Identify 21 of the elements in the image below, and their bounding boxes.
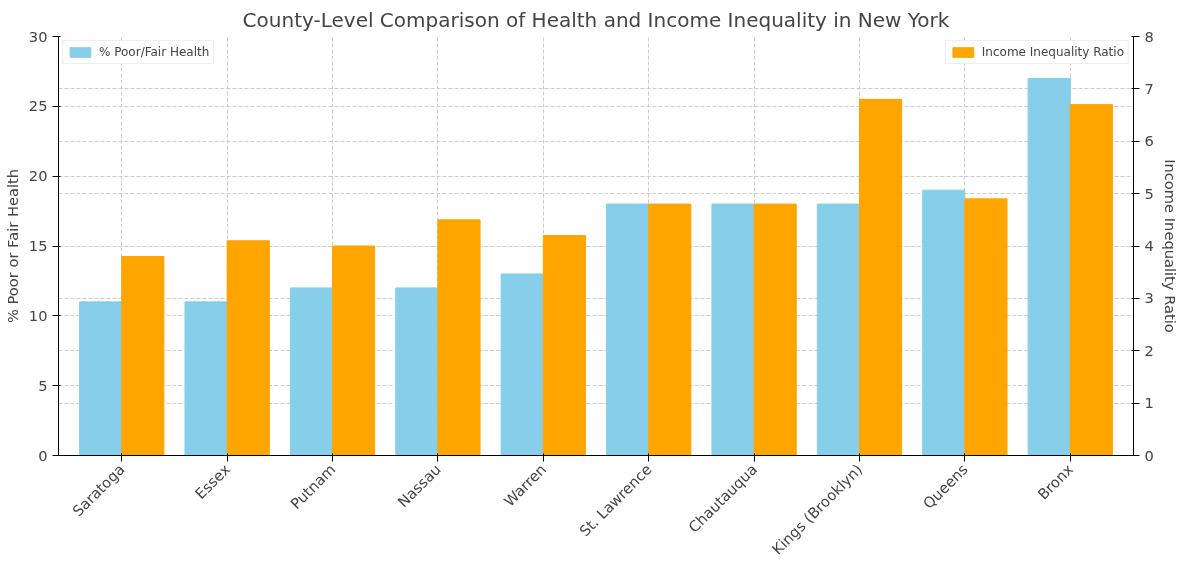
y-axis-title: % Poor or Fair Health	[3, 168, 21, 324]
y2-tick-label: 1	[1144, 394, 1154, 412]
y2-tick-label: 4	[1144, 237, 1154, 254]
y2-tick-label: 2	[1144, 341, 1154, 359]
legend-label: % Poor/Fair Health	[99, 45, 210, 59]
y-tick-label: 5	[38, 376, 48, 394]
y2-tick-label: 5	[1144, 184, 1154, 202]
y2-tick-label: 0	[1144, 446, 1154, 464]
y2-tick-label: 6	[1144, 132, 1154, 150]
legend-label: Income Inequality Ratio	[981, 45, 1124, 59]
y-tick-label: 20	[28, 167, 48, 185]
y2-axis-title: Income Inequality Ratio	[1161, 159, 1179, 333]
chart-title: County-Level Comparison of Health and Income Inequality in New York	[242, 7, 950, 32]
y2-tick-label: 7	[1144, 79, 1154, 97]
y-tick-label: 10	[28, 306, 48, 324]
y-tick-label: 30	[28, 27, 48, 45]
y-tick-label: 25	[28, 97, 48, 115]
y2-tick-label: 3	[1144, 289, 1154, 307]
y2-tick-label: 8	[1144, 27, 1154, 45]
y-tick-label: 15	[28, 237, 48, 254]
y-tick-label: 0	[38, 446, 48, 464]
